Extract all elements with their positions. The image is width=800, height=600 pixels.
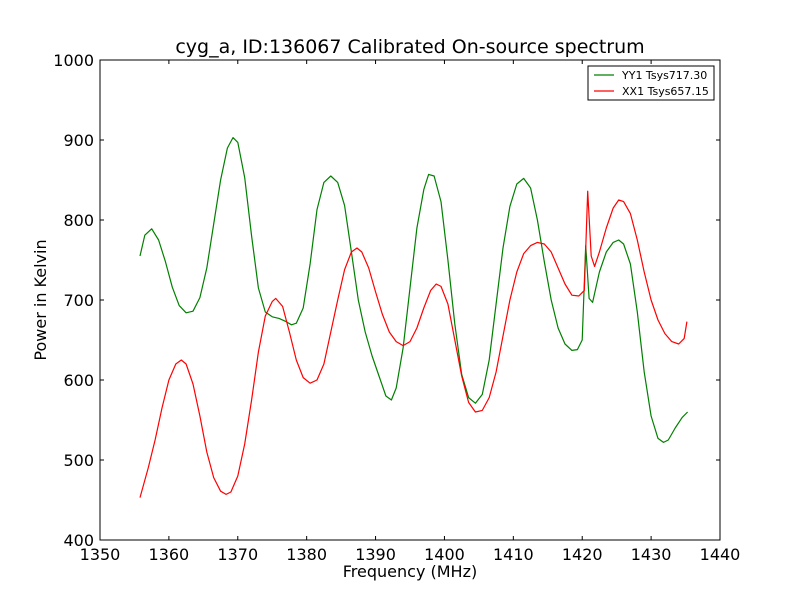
x-tick-label: 1360 (149, 545, 190, 564)
x-tick-label: 1410 (493, 545, 534, 564)
tick-layer (99, 59, 721, 541)
x-tick-label: 1440 (700, 545, 741, 564)
legend-label-xx1: XX1 Tsys657.15 (622, 85, 709, 98)
y-tick-label: 400 (63, 531, 94, 550)
series-line-xx1 (139, 190, 688, 498)
legend-box (587, 65, 715, 101)
x-tick-label: 1400 (424, 545, 465, 564)
y-tick-label: 1000 (53, 51, 94, 70)
y-tick-label: 500 (63, 451, 94, 470)
plot-area (99, 59, 721, 541)
series-line-yy1 (139, 137, 689, 443)
y-tick-label: 600 (63, 371, 94, 390)
legend: YY1 Tsys717.30 XX1 Tsys657.15 (587, 65, 715, 101)
x-tick-label: 1350 (80, 545, 121, 564)
x-tick-label: 1380 (286, 545, 327, 564)
x-tick-label: 1390 (355, 545, 396, 564)
y-tick-label: 700 (63, 291, 94, 310)
tick-label-layer: 1350 1360 1370 1380 1390 1400 1410 1420 1430 1440… (53, 51, 740, 564)
series-layer (139, 137, 689, 498)
x-tick-label: 1420 (562, 545, 603, 564)
y-tick-label: 900 (63, 131, 94, 150)
plot-frame (99, 59, 721, 541)
y-axis-label: Power in Kelvin (31, 239, 50, 360)
x-tick-label: 1370 (217, 545, 258, 564)
x-tick-label: 1430 (631, 545, 672, 564)
chart-title: cyg_a, ID:136067 Calibrated On-source sp… (175, 36, 644, 58)
x-axis-label: Frequency (MHz) (343, 562, 477, 581)
legend-label-yy1: YY1 Tsys717.30 (621, 69, 707, 82)
y-tick-label: 800 (63, 211, 94, 230)
